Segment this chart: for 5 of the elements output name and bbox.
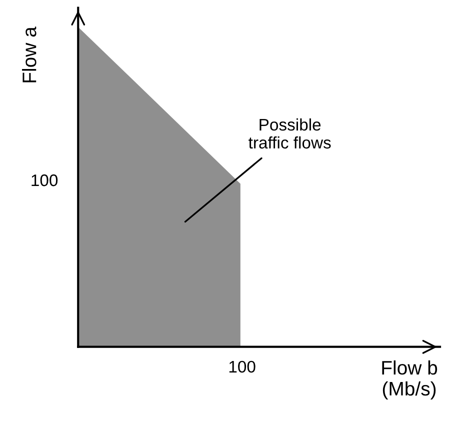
x-axis-title: Flow b (Mb/s) bbox=[382, 360, 438, 400]
y-axis-title: Flow a bbox=[22, 26, 36, 82]
text: 100 bbox=[229, 360, 256, 373]
annotation: Possible traffic flows bbox=[248, 118, 331, 149]
text: 100 bbox=[32, 174, 58, 186]
